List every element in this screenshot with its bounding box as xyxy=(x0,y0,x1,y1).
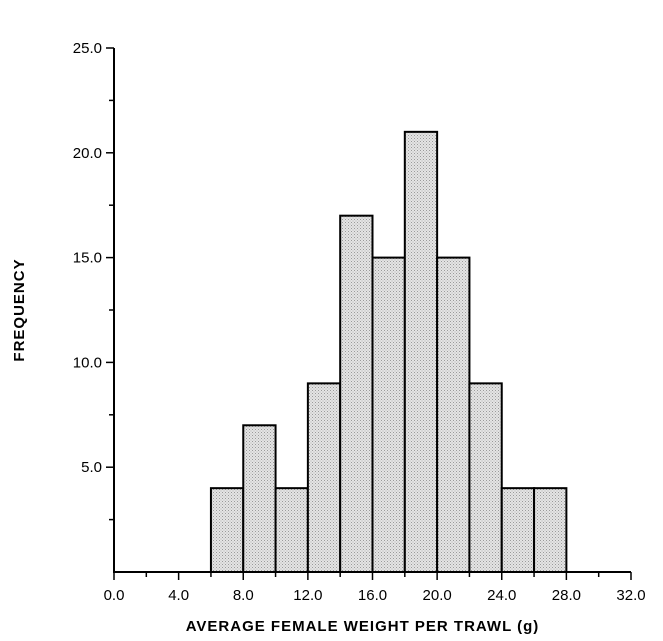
histogram-bar-1 xyxy=(209,487,245,573)
x-tick-label: 4.0 xyxy=(168,587,189,604)
x-axis-title: AVERAGE FEMALE WEIGHT PER TRAWL (g) xyxy=(186,618,540,635)
y-tick-label: 5.0 xyxy=(81,459,102,476)
bars-group xyxy=(209,130,568,573)
histogram-bar-6 xyxy=(371,256,406,573)
y-axis-title: FREQUENCY xyxy=(11,258,28,361)
y-ticks-group: 5.0 10.0 15.0 20.0 25.0 xyxy=(73,40,114,521)
y-tick-label: 20.0 xyxy=(73,145,102,162)
x-tick-label: 16.0 xyxy=(358,587,387,604)
x-tick-label: 12.0 xyxy=(293,587,322,604)
histogram-bar-4 xyxy=(306,382,342,573)
x-tick-label: 0.0 xyxy=(104,587,125,604)
y-tick-label: 25.0 xyxy=(73,40,102,57)
x-tick-label: 32.0 xyxy=(616,587,645,604)
x-tick-label: 24.0 xyxy=(487,587,516,604)
x-tick-label: 8.0 xyxy=(233,587,254,604)
y-tick-label: 15.0 xyxy=(73,250,102,267)
histogram-bar-2 xyxy=(242,424,277,573)
x-tick-label: 20.0 xyxy=(423,587,452,604)
x-ticks-group: 0.0 4.0 8.0 12.0 16.0 20.0 24.0 28.0 32.0 xyxy=(104,572,646,604)
histogram-bar-10 xyxy=(500,487,536,573)
histogram-bar-11 xyxy=(533,487,568,573)
histogram-bar-9 xyxy=(468,382,503,573)
histogram-bar-8 xyxy=(436,256,471,573)
x-tick-label: 28.0 xyxy=(552,587,581,604)
y-tick-label: 10.0 xyxy=(73,354,102,371)
histogram-bar-3 xyxy=(274,487,309,573)
histogram-bar-5 xyxy=(339,214,374,573)
histogram-bar-7 xyxy=(403,130,439,573)
